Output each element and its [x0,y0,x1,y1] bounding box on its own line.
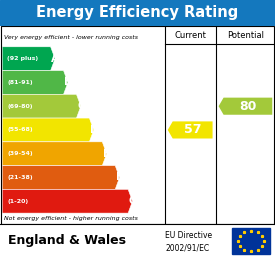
Text: (1-20): (1-20) [7,199,28,204]
Text: B: B [64,77,72,87]
Text: Potential: Potential [227,31,264,40]
Text: 80: 80 [240,100,257,113]
Polygon shape [2,70,68,94]
Polygon shape [2,47,55,70]
Text: Not energy efficient - higher running costs: Not energy efficient - higher running co… [4,216,138,221]
Text: E: E [103,149,110,159]
Text: F: F [116,172,123,182]
Text: D: D [90,125,98,135]
Text: EU Directive: EU Directive [165,231,212,240]
Text: (55-68): (55-68) [7,127,33,132]
Text: C: C [77,101,85,111]
Bar [232,228,270,254]
Text: Current: Current [175,31,206,40]
Polygon shape [168,122,213,139]
Text: 2002/91/EC: 2002/91/EC [165,244,209,253]
Polygon shape [2,189,133,213]
Text: G: G [129,196,137,206]
Polygon shape [219,98,272,115]
Polygon shape [2,94,81,118]
Text: A: A [51,54,59,64]
Polygon shape [2,166,120,189]
Text: (21-38): (21-38) [7,175,33,180]
Text: (92 plus): (92 plus) [7,56,38,61]
Polygon shape [2,118,94,142]
Text: England & Wales: England & Wales [8,234,126,247]
Text: (39-54): (39-54) [7,151,33,156]
Text: Very energy efficient - lower running costs: Very energy efficient - lower running co… [4,35,138,41]
Text: Energy Efficiency Rating: Energy Efficiency Rating [36,5,239,20]
Text: (69-80): (69-80) [7,104,33,109]
Polygon shape [2,142,107,166]
Text: (81-91): (81-91) [7,80,33,85]
Text: 57: 57 [184,123,202,136]
